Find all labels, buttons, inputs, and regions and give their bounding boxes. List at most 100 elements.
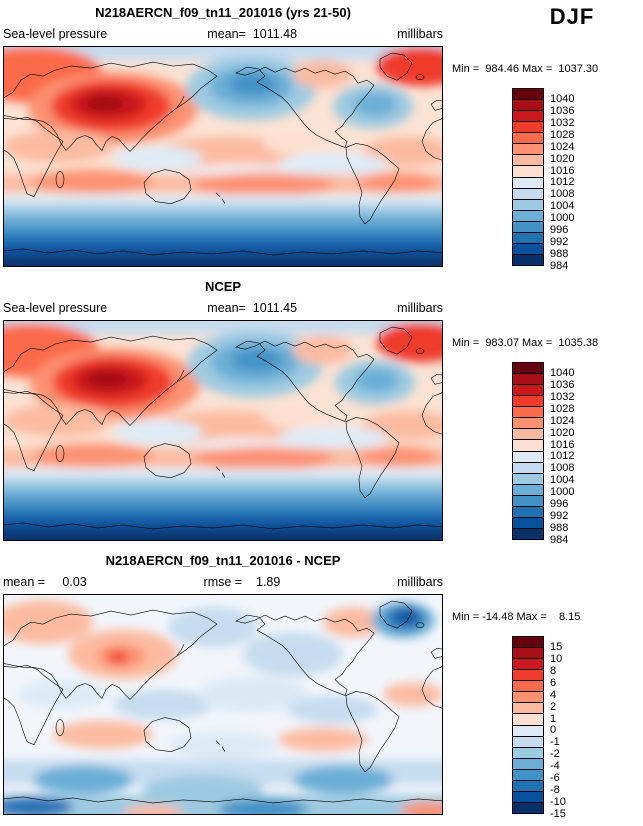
colorbar-cell bbox=[513, 691, 543, 703]
colorbar-cell bbox=[513, 198, 543, 210]
colorbar-diff: 15 10 8 6 4 2 1 0 -1 -2 -4 -6 -8 -10 -15 bbox=[512, 636, 566, 826]
colorbar-tick: 2 bbox=[550, 700, 557, 713]
colorbar-tick: 1040 bbox=[550, 93, 575, 105]
units-label: millibars bbox=[397, 27, 443, 41]
colorbar-tick: 1024 bbox=[550, 414, 575, 427]
colorbar-cell bbox=[513, 801, 543, 813]
mean-value: mean= 1011.48 bbox=[207, 27, 298, 41]
colorbar-tick: 8 bbox=[550, 664, 557, 677]
colorbar-cell bbox=[513, 154, 543, 166]
minmax-diff: Min = -14.48 Max = 8.15 bbox=[452, 611, 581, 623]
panel-title-diff: N218AERCN_f09_tn11_201016 - NCEP bbox=[105, 553, 341, 568]
colorbar-tick-labels: 15 10 8 6 4 2 1 0 -1 -2 -4 -6 -8 -10 -15 bbox=[544, 636, 566, 826]
colorbar-cell bbox=[513, 110, 543, 122]
colorbar-tick: 1032 bbox=[550, 390, 575, 403]
panel-diff: N218AERCN_f09_tn11_201016 - NCEP mean = … bbox=[0, 551, 643, 826]
colorbar-cell bbox=[513, 472, 543, 484]
colorbar-cell bbox=[513, 713, 543, 725]
colorbar-tick: 1004 bbox=[550, 200, 575, 213]
colorbar-tick: 1020 bbox=[550, 152, 575, 165]
colorbar-tick: 4 bbox=[550, 688, 557, 701]
colorbar-cell bbox=[513, 505, 543, 517]
colorbar-cell bbox=[513, 363, 543, 374]
map-model bbox=[3, 46, 443, 267]
colorbar-cell bbox=[513, 702, 543, 714]
field-label: Sea-level pressure bbox=[3, 301, 108, 315]
colorbar-cell bbox=[513, 209, 543, 221]
colorbar-cell bbox=[513, 658, 543, 670]
colorbar-tick: 1028 bbox=[550, 128, 575, 141]
colorbar-tick: -1 bbox=[550, 736, 560, 749]
colorbar-tick: 996 bbox=[550, 224, 569, 237]
season-label: DJF bbox=[549, 4, 595, 29]
colorbar-cells bbox=[512, 636, 544, 814]
mean-value: mean = 0.03 bbox=[3, 575, 87, 589]
colorbar-cell bbox=[513, 647, 543, 659]
colorbar-cell bbox=[513, 165, 543, 177]
colorbar-cell bbox=[513, 132, 543, 144]
colorbar-cell bbox=[513, 779, 543, 791]
mean-value: mean= 1011.45 bbox=[207, 301, 298, 315]
stats-row-diff: mean = 0.03 rmse = 1.89 millibars bbox=[3, 575, 443, 589]
stats-row-model: Sea-level pressure mean= 1011.48 milliba… bbox=[3, 27, 443, 41]
colorbar-tick: 1028 bbox=[550, 402, 575, 415]
colorbar-tick: 1012 bbox=[550, 450, 575, 463]
colorbar-tick: 1036 bbox=[550, 104, 575, 117]
colorbar-tick: 984 bbox=[550, 533, 569, 546]
colorbar-cell bbox=[513, 187, 543, 199]
colorbar-cell bbox=[513, 242, 543, 254]
units-label: millibars bbox=[397, 575, 443, 589]
colorbar-tick: 0 bbox=[550, 724, 557, 737]
colorbar-tick: -15 bbox=[550, 807, 566, 820]
colorbar-tick: 1000 bbox=[550, 212, 575, 225]
panel-model: N218AERCN_f09_tn11_201016 (yrs 21-50) Se… bbox=[0, 3, 643, 278]
colorbar-ncep: 1040 1036 1032 1028 1024 1020 1016 1012 1008 1004… bbox=[512, 362, 574, 552]
field-label: Sea-level pressure bbox=[3, 27, 108, 41]
colorbar-cell bbox=[513, 406, 543, 418]
colorbar-tick: 996 bbox=[550, 498, 569, 511]
colorbar-cell bbox=[513, 231, 543, 243]
colorbar-cell bbox=[513, 439, 543, 451]
colorbar-tick: 10 bbox=[550, 652, 563, 665]
colorbar-cell bbox=[513, 669, 543, 681]
colorbar-cell bbox=[513, 680, 543, 692]
colorbar-cell bbox=[513, 757, 543, 769]
colorbar-tick: 1020 bbox=[550, 426, 575, 439]
colorbar-cell bbox=[513, 494, 543, 506]
colorbar-tick: -2 bbox=[550, 748, 560, 761]
units-label: millibars bbox=[397, 301, 443, 315]
colorbar-cell bbox=[513, 768, 543, 780]
colorbar-tick: -10 bbox=[550, 795, 566, 808]
colorbar-cell bbox=[513, 384, 543, 396]
colorbar-cell bbox=[513, 790, 543, 802]
panel-ncep: NCEP Sea-level pressure mean= 1011.45 mi… bbox=[0, 277, 643, 552]
colorbar-cell bbox=[513, 483, 543, 495]
colorbar-tick: 6 bbox=[550, 676, 557, 689]
colorbar-tick: 1008 bbox=[550, 188, 575, 201]
colorbar-tick: 1040 bbox=[550, 367, 575, 379]
colorbar-tick: 1012 bbox=[550, 176, 575, 189]
map-diff bbox=[3, 594, 443, 815]
colorbar-tick: -4 bbox=[550, 760, 560, 773]
colorbar-cell bbox=[513, 527, 543, 539]
map-ncep bbox=[3, 320, 443, 541]
colorbar-cell bbox=[513, 428, 543, 440]
panel-title-ncep: NCEP bbox=[204, 279, 242, 294]
colorbar-model: 1040 1036 1032 1028 1024 1020 1016 1012 1008 1004… bbox=[512, 88, 574, 278]
colorbar-cell bbox=[513, 176, 543, 188]
colorbar-tick: 15 bbox=[550, 641, 563, 653]
colorbar-tick: 1016 bbox=[550, 438, 575, 451]
colorbar-tick-labels: 1040 1036 1032 1028 1024 1020 1016 1012 1008 1004… bbox=[544, 88, 574, 278]
colorbar-cell bbox=[513, 516, 543, 528]
colorbar-tick: 988 bbox=[550, 247, 569, 260]
colorbar-tick: 1008 bbox=[550, 462, 575, 475]
colorbar-cell bbox=[513, 450, 543, 462]
colorbar-tick: 988 bbox=[550, 521, 569, 534]
rmse-value: rmse = 1.89 bbox=[203, 575, 281, 589]
colorbar-tick: 1000 bbox=[550, 486, 575, 499]
colorbar-tick: 1004 bbox=[550, 474, 575, 487]
colorbar-cell bbox=[513, 143, 543, 155]
colorbar-tick: 984 bbox=[550, 259, 569, 272]
colorbar-tick: -6 bbox=[550, 772, 560, 785]
